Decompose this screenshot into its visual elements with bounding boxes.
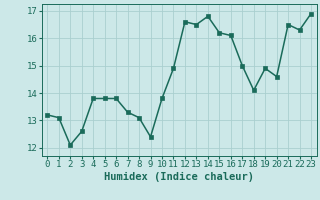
- X-axis label: Humidex (Indice chaleur): Humidex (Indice chaleur): [104, 172, 254, 182]
